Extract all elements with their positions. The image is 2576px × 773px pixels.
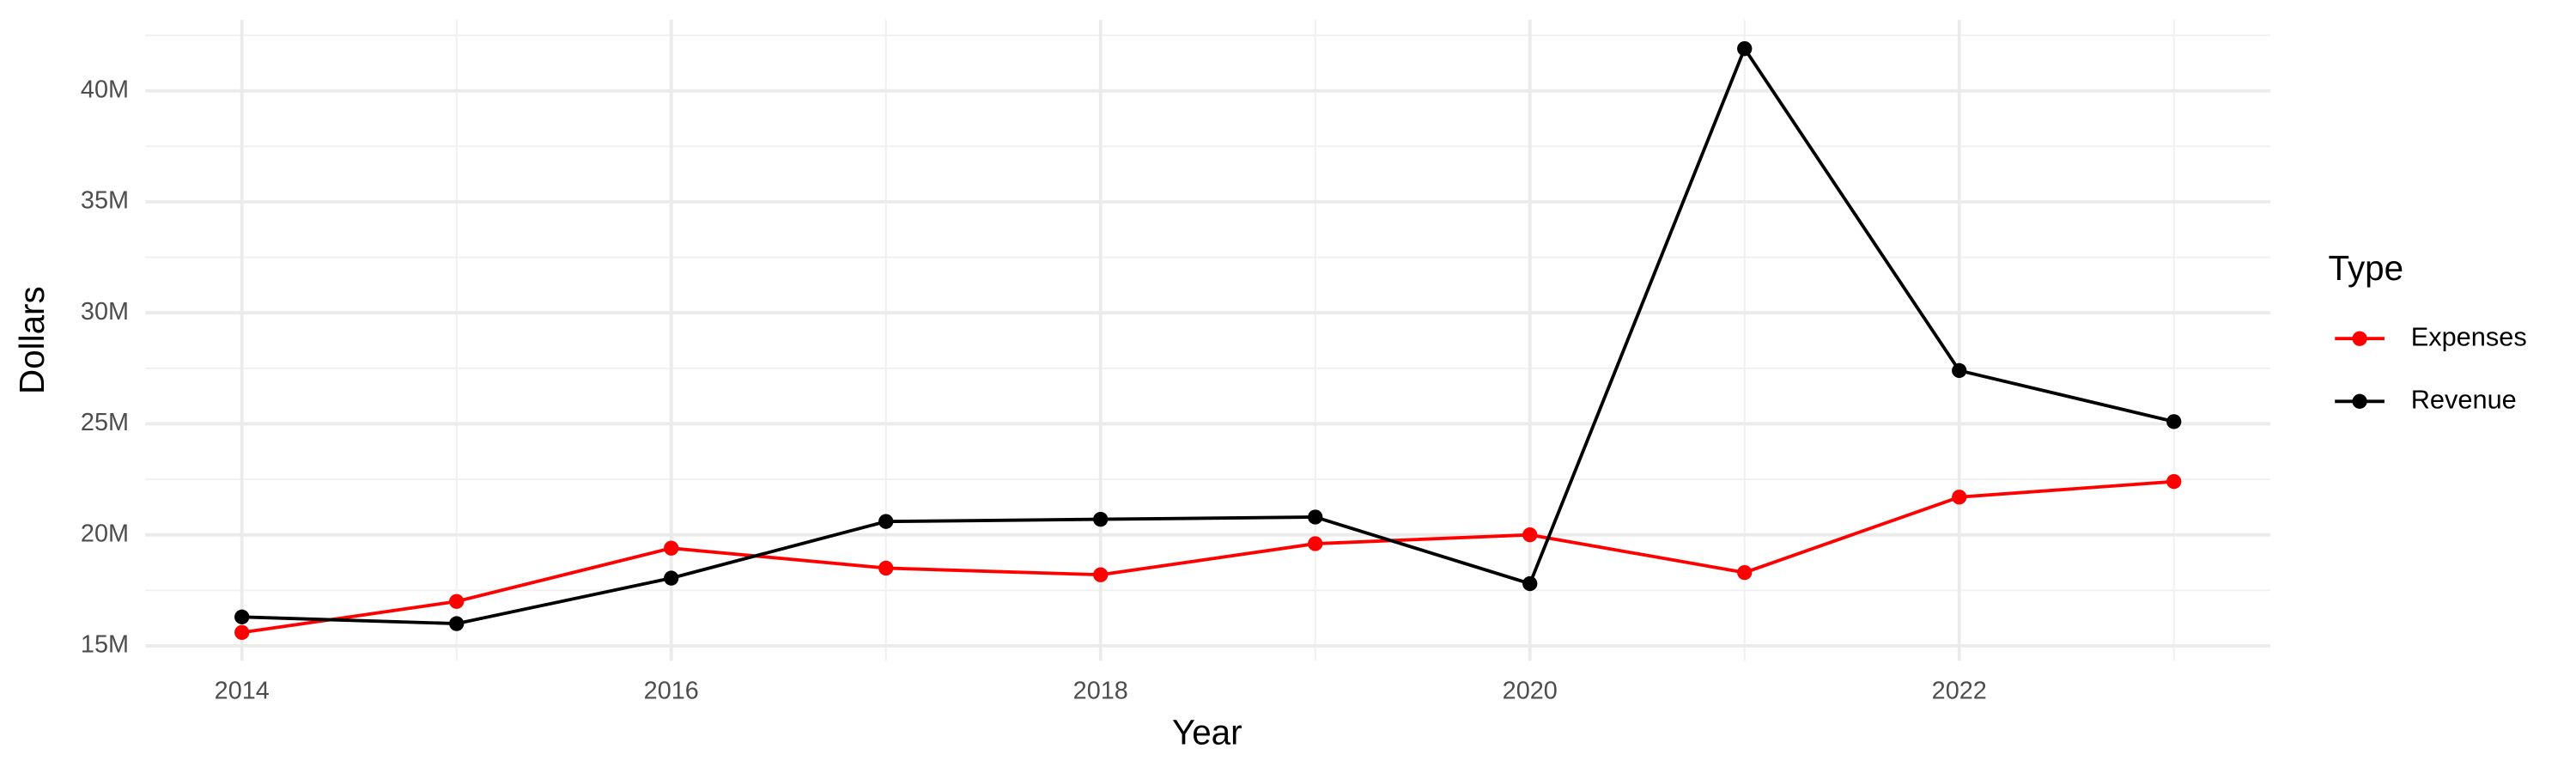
x-axis-title: Year (1172, 712, 1242, 752)
data-point (878, 514, 894, 529)
x-tick-label: 2022 (1932, 677, 1987, 704)
y-tick-label: 15M (81, 631, 129, 659)
data-point (664, 540, 679, 556)
data-point (1737, 41, 1753, 57)
legend: Expenses Revenue (2335, 321, 2527, 414)
plot-marks (234, 41, 2182, 641)
y-tick-label: 30M (81, 298, 129, 326)
data-point (1093, 511, 1109, 527)
labels: 2014 2016 2018 2020 2022 15M 20M 25M 30M 35M 40M (81, 76, 1987, 704)
data-point (1522, 575, 1538, 592)
data-point (234, 609, 250, 624)
data-point (2166, 474, 2182, 490)
series-line (241, 45, 2175, 625)
minor-grid (145, 20, 2271, 661)
legend-title: Type (2329, 248, 2404, 288)
y-axis-title: Dollars (12, 286, 52, 394)
data-point (1952, 490, 1967, 505)
data-point (2166, 414, 2182, 429)
data-point (1737, 564, 1753, 581)
x-tick-label: 2014 (215, 677, 270, 704)
legend-label: Expenses (2411, 321, 2527, 351)
y-tick-label: 25M (81, 409, 129, 436)
legend-key-point (2352, 393, 2367, 409)
data-point (1093, 567, 1109, 582)
data-point (1522, 527, 1538, 543)
data-point (878, 560, 894, 576)
data-point (1308, 509, 1323, 525)
data-point (234, 624, 250, 641)
y-tick-label: 20M (81, 520, 129, 547)
series-line (241, 479, 2174, 635)
x-tick-label: 2020 (1503, 677, 1558, 704)
legend-key-point (2352, 331, 2367, 346)
x-tick-label: 2018 (1073, 677, 1128, 704)
data-point (1308, 536, 1323, 551)
y-tick-label: 40M (81, 76, 129, 103)
legend-label: Revenue (2411, 384, 2517, 414)
data-point (664, 570, 679, 586)
x-tick-label: 2016 (644, 677, 699, 704)
data-point (449, 593, 465, 609)
data-point (449, 616, 465, 631)
data-point (1952, 362, 1967, 379)
major-grid (145, 20, 2271, 661)
y-tick-label: 35M (81, 187, 129, 215)
